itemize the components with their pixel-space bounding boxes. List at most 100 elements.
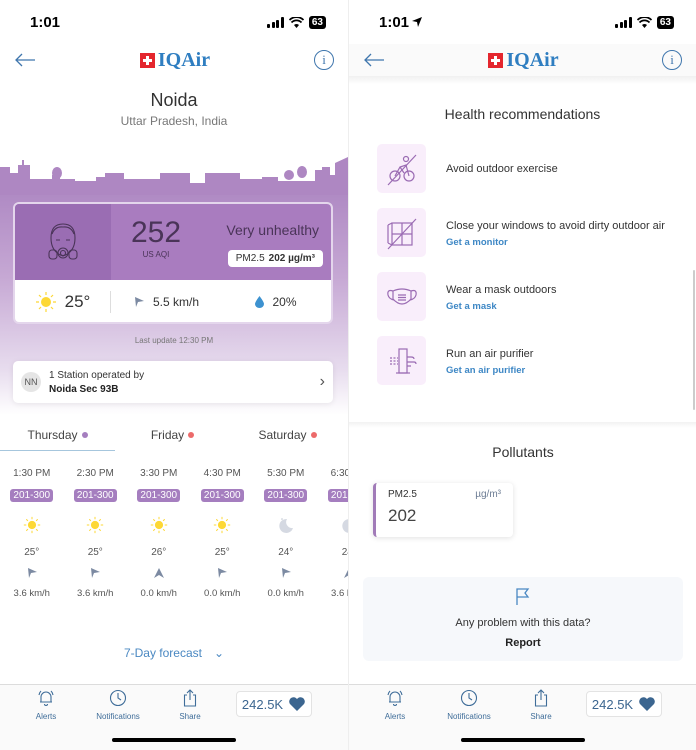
sun-icon: [35, 292, 56, 312]
clock-icon: [109, 689, 127, 707]
hour-column: 4:30 PM 201-300 25° 0.0 km/h: [191, 468, 255, 599]
status-time: 1:01: [30, 13, 61, 31]
aqi-dot-icon: [188, 432, 195, 438]
report-button[interactable]: Report: [505, 637, 541, 649]
masked-face-icon: [15, 204, 111, 280]
recommendation-item: Avoid outdoor exercise: [349, 144, 696, 208]
header-divider: [349, 76, 696, 84]
wind-value: 5.5 km/h: [152, 295, 200, 309]
seven-day-forecast-button[interactable]: 7-Day forecast ⌄: [123, 646, 225, 660]
heart-icon: [639, 697, 655, 711]
home-indicator: [461, 738, 585, 742]
recommendation-item: Run an air purifier Get an air purifier: [349, 336, 696, 400]
back-arrow-icon[interactable]: [14, 53, 36, 67]
get-mask-link[interactable]: Get a mask: [446, 300, 497, 312]
wifi-icon: [636, 16, 652, 28]
station-count: 1 Station operated by: [49, 369, 145, 381]
aqi-range-badge: 201-300: [327, 489, 348, 502]
no-cycling-icon: [377, 144, 426, 193]
wind-direction-icon: [344, 570, 348, 578]
temperature-value: 25°: [64, 292, 91, 311]
recommendation-item: Close your windows to avoid dirty outdoo…: [349, 208, 696, 272]
nav-notifications[interactable]: Notifications: [439, 689, 499, 721]
hour-column: 5:30 PM 201-300 24° 0.0 km/h: [254, 468, 318, 599]
get-air-purifier-link[interactable]: Get an air purifier: [446, 364, 526, 376]
hour-column: 3:30 PM 201-300 26° 0.0 km/h: [127, 468, 191, 599]
station-avatar: NN: [21, 372, 41, 392]
status-time: 1:01: [379, 14, 423, 31]
bottom-nav: Alerts Notifications Share 242.5K: [349, 684, 696, 750]
hour-column: 1:30 PM 201-300 25° 3.6 km/h: [0, 468, 64, 599]
aqi-card[interactable]: 252 US AQI Very unhealthy PM2.5 202 µg/m³…: [13, 202, 333, 324]
pollutant-card-pm25[interactable]: PM2.5 µg/m³ 202: [373, 483, 513, 537]
nav-share[interactable]: Share: [523, 689, 559, 721]
aqi-range-badge: 201-300: [10, 489, 54, 502]
aqi-range-badge: 201-300: [137, 489, 181, 502]
report-question: Any problem with this data?: [455, 617, 591, 629]
aqi-unit: US AQI: [142, 250, 170, 259]
moon-icon: [279, 518, 293, 533]
flag-icon: [516, 588, 530, 605]
iqair-logo: IQAir: [139, 48, 211, 72]
tab-friday[interactable]: Friday: [115, 428, 230, 451]
city-skyline-icon: [0, 157, 348, 195]
current-humidity: 20%: [221, 295, 331, 309]
wind-direction-icon: [281, 568, 291, 578]
brand-name: IQAir: [157, 48, 211, 71]
pollutant-value: 202 µg/m³: [268, 253, 315, 264]
scrollbar[interactable]: [693, 270, 695, 410]
bottom-nav: Alerts Notifications Share 242.5K: [0, 684, 348, 750]
day-tabs: Thursday Friday Saturday: [0, 428, 348, 451]
recommendation-item: Wear a mask outdoors Get a mask: [349, 272, 696, 336]
wind-direction-icon: [91, 568, 101, 578]
info-icon[interactable]: i: [662, 50, 682, 70]
wind-direction-icon: [218, 568, 228, 578]
status-bar: 1:01 63: [0, 0, 348, 44]
app-header: IQAir i: [0, 44, 348, 76]
aqi-dot-icon: [81, 432, 88, 438]
nav-alerts[interactable]: Alerts: [26, 689, 66, 721]
share-icon: [183, 689, 197, 707]
status-bar: 1:01 63: [349, 0, 696, 44]
tab-thursday[interactable]: Thursday: [0, 428, 115, 451]
aqi-dot-icon: [310, 432, 317, 438]
nav-notifications[interactable]: Notifications: [88, 689, 148, 721]
nav-alerts[interactable]: Alerts: [375, 689, 415, 721]
signal-icon: [267, 16, 284, 28]
likes-button[interactable]: 242.5K: [586, 691, 662, 717]
sun-icon: [87, 516, 104, 534]
hour-column: 6:30 PM 201-300 24° 3.6 km/h: [318, 468, 348, 599]
pollutant-name: PM2.5: [235, 253, 265, 264]
pollutant-unit: µg/m³: [475, 489, 501, 500]
moon-icon: [342, 519, 348, 533]
tab-saturday[interactable]: Saturday: [230, 428, 345, 451]
chevron-down-icon: ⌄: [213, 646, 225, 660]
nav-share[interactable]: Share: [172, 689, 208, 721]
city-region: Uttar Pradesh, India: [120, 114, 228, 128]
heart-icon: [289, 697, 305, 711]
status-icons: 63: [267, 15, 326, 29]
recommendation-list: Avoid outdoor exercise Close your window…: [349, 144, 696, 400]
aqi-range-badge: 201-300: [73, 489, 117, 502]
station-card[interactable]: NN 1 Station operated by Noida Sec 93B ›: [13, 361, 333, 403]
get-monitor-link[interactable]: Get a monitor: [446, 236, 508, 248]
app-header: IQAir i: [349, 44, 696, 76]
swiss-cross-icon: [139, 52, 155, 68]
left-screen: 1:01 63 IQAir i Noida Uttar Pradesh, Ind…: [0, 0, 348, 750]
back-arrow-icon[interactable]: [363, 53, 385, 67]
pollutant-value: 202: [388, 506, 417, 525]
aqi-range-badge: 201-300: [264, 489, 308, 502]
likes-count: 242.5K: [241, 696, 284, 712]
signal-icon: [615, 16, 632, 28]
clock-icon: [460, 689, 478, 707]
last-update: Last update 12:30 PM: [134, 336, 214, 345]
sun-icon: [214, 516, 231, 534]
info-icon[interactable]: i: [314, 50, 334, 70]
home-indicator: [112, 738, 236, 742]
aqi-value: 252: [130, 216, 182, 249]
iqair-logo: IQAir: [488, 49, 559, 72]
hourly-forecast[interactable]: 1:30 PM 201-300 25° 3.6 km/h 2:30 PM 201…: [0, 468, 348, 599]
likes-button[interactable]: 242.5K: [236, 691, 312, 717]
bell-icon: [387, 690, 403, 706]
mask-icon: [377, 272, 426, 321]
